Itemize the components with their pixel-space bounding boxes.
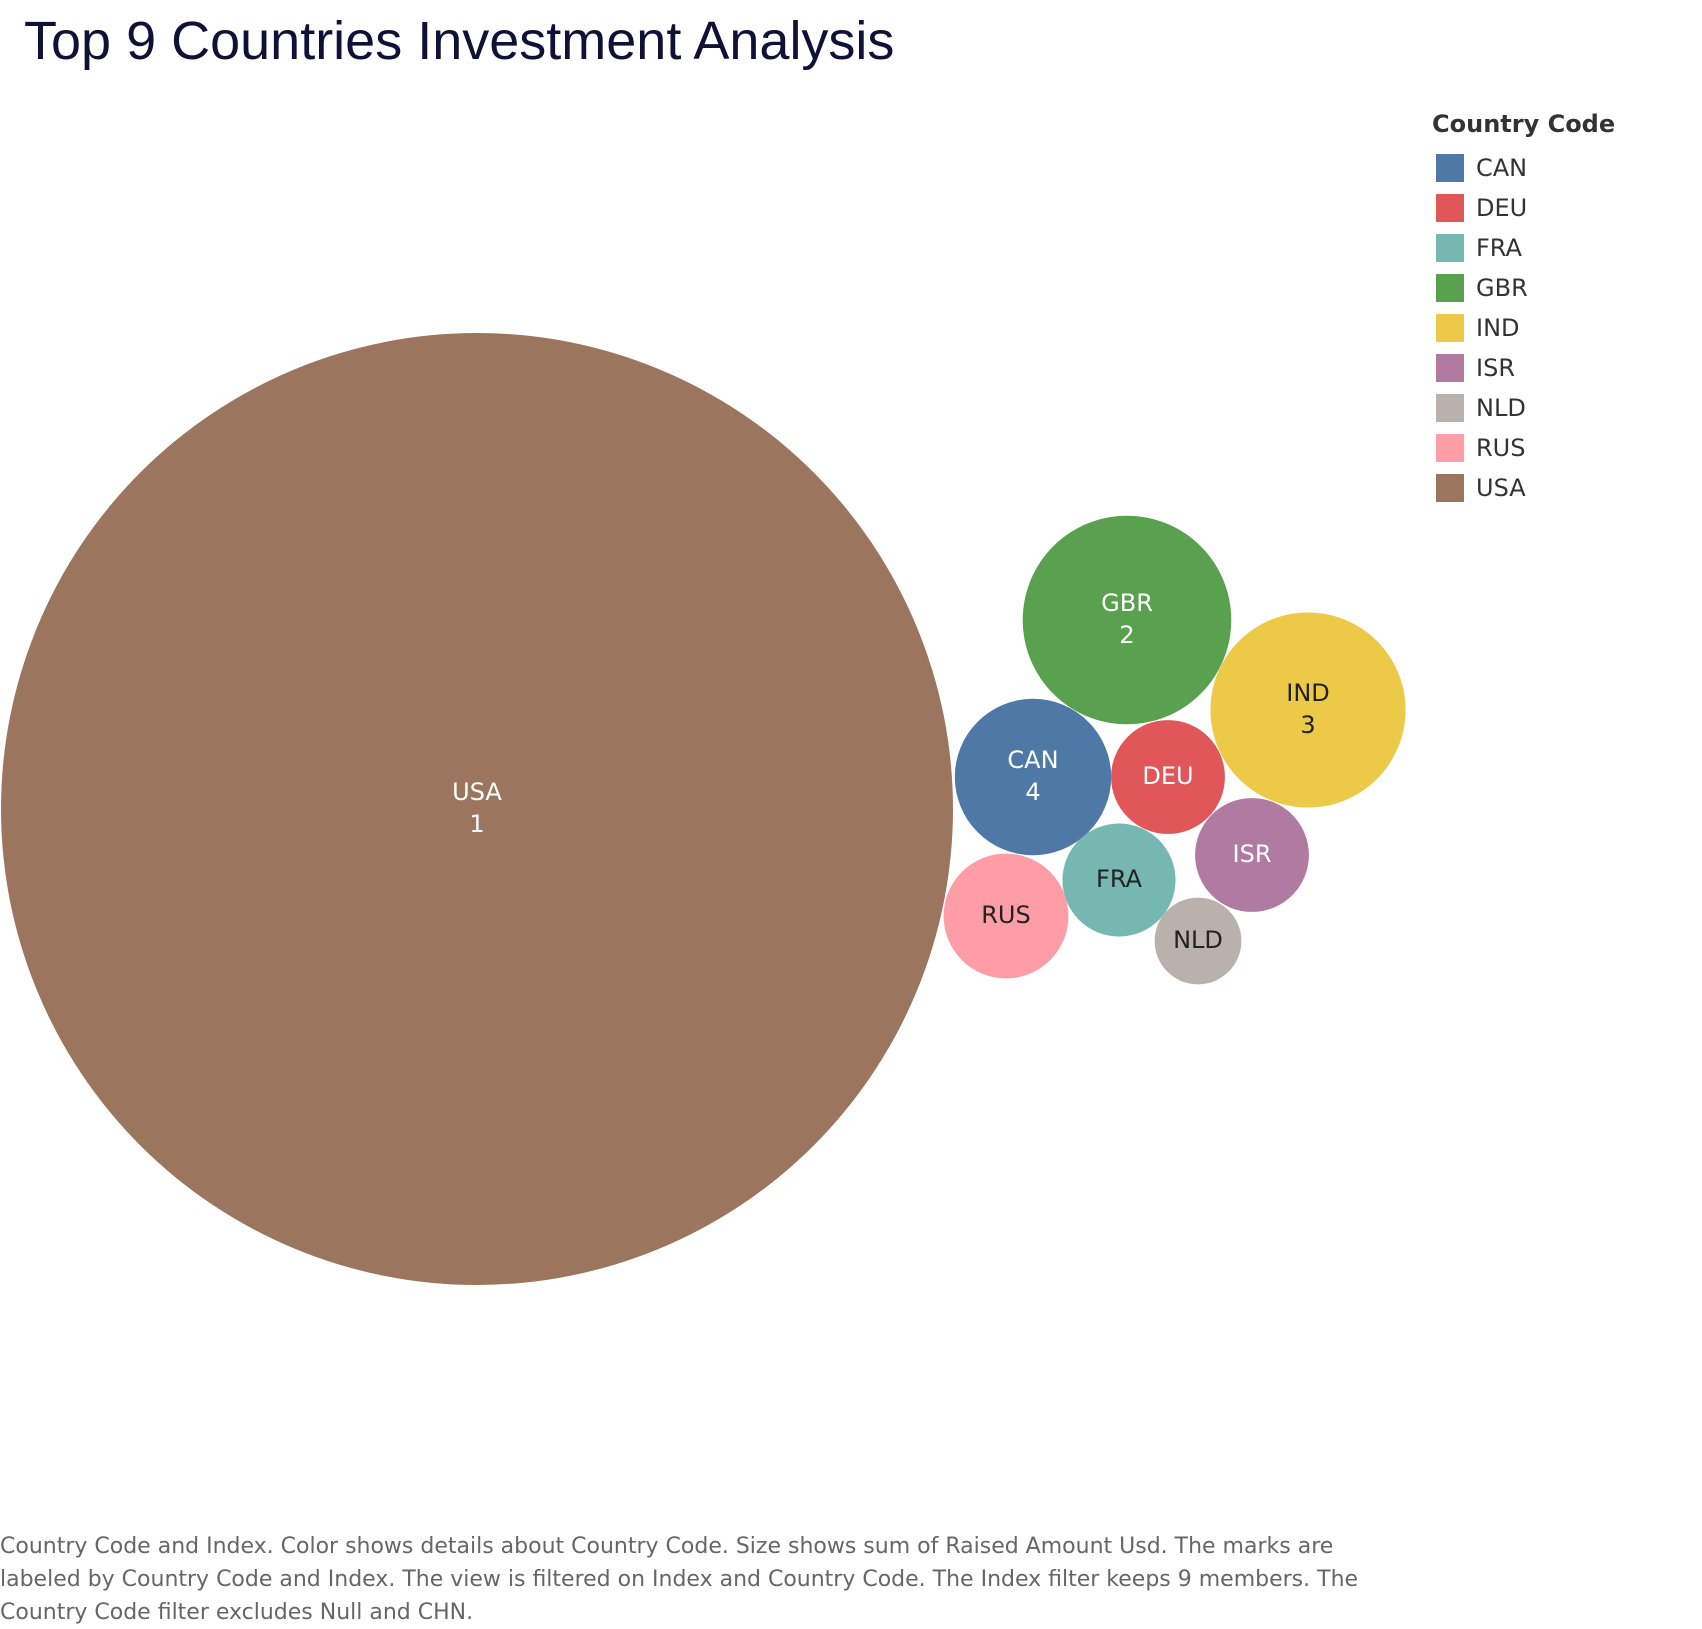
bubble-circle bbox=[1022, 515, 1232, 725]
bubble-label-country: FRA bbox=[1096, 865, 1143, 893]
bubble-isr[interactable]: ISR bbox=[1195, 798, 1309, 912]
bubble-circle bbox=[1210, 612, 1406, 808]
legend-item-isr[interactable]: ISR bbox=[1432, 348, 1672, 388]
bubble-rus[interactable]: RUS bbox=[943, 853, 1069, 979]
bubble-label-index: 1 bbox=[469, 810, 484, 838]
bubble-circle bbox=[1195, 798, 1309, 912]
legend-label: NLD bbox=[1476, 394, 1526, 422]
bubble-nld[interactable]: NLD bbox=[1154, 897, 1242, 985]
legend-item-usa[interactable]: USA bbox=[1432, 468, 1672, 508]
legend-item-rus[interactable]: RUS bbox=[1432, 428, 1672, 468]
bubble-label-country: RUS bbox=[981, 901, 1030, 929]
legend-label: GBR bbox=[1476, 274, 1528, 302]
chart-title: Top 9 Countries Investment Analysis bbox=[24, 11, 895, 71]
bubble-label-index: 3 bbox=[1300, 711, 1315, 739]
legend: Country Code CAN DEU FRA GBR IND ISR NLD RUS USA bbox=[1432, 110, 1672, 508]
legend-swatch bbox=[1436, 474, 1464, 502]
bubble-circle bbox=[1154, 897, 1242, 985]
legend-swatch bbox=[1436, 314, 1464, 342]
legend-swatch bbox=[1436, 394, 1464, 422]
legend-item-fra[interactable]: FRA bbox=[1432, 228, 1672, 268]
bubble-gbr[interactable]: GBR 2 bbox=[1022, 515, 1232, 725]
legend-label: IND bbox=[1476, 314, 1520, 342]
bubble-circle bbox=[1111, 720, 1225, 834]
bubble-label-index: 4 bbox=[1025, 778, 1040, 806]
bubble-deu[interactable]: DEU bbox=[1111, 720, 1225, 834]
legend-swatch bbox=[1436, 194, 1464, 222]
bubble-ind[interactable]: IND 3 bbox=[1210, 612, 1406, 808]
legend-label: USA bbox=[1476, 474, 1526, 502]
bubble-label-index: 2 bbox=[1119, 621, 1134, 649]
bubble-circle bbox=[954, 698, 1112, 856]
legend-swatch bbox=[1436, 154, 1464, 182]
legend-swatch bbox=[1436, 434, 1464, 462]
bubble-label-country: CAN bbox=[1007, 746, 1058, 774]
legend-swatch bbox=[1436, 274, 1464, 302]
bubble-label-country: USA bbox=[452, 778, 502, 806]
legend-label: DEU bbox=[1476, 194, 1528, 222]
legend-item-gbr[interactable]: GBR bbox=[1432, 268, 1672, 308]
chart-caption: Country Code and Index. Color shows deta… bbox=[0, 1534, 1359, 1625]
bubble-fra[interactable]: FRA bbox=[1062, 823, 1176, 937]
legend-item-can[interactable]: CAN bbox=[1432, 148, 1672, 188]
bubble-label-country: ISR bbox=[1233, 840, 1272, 868]
legend-items: CAN DEU FRA GBR IND ISR NLD RUS USA bbox=[1432, 148, 1672, 508]
bubble-label-country: DEU bbox=[1142, 762, 1193, 790]
bubble-circle bbox=[943, 853, 1069, 979]
legend-label: CAN bbox=[1476, 154, 1528, 182]
bubble-label-country: GBR bbox=[1101, 589, 1153, 617]
legend-label: FRA bbox=[1476, 234, 1522, 262]
legend-item-ind[interactable]: IND bbox=[1432, 308, 1672, 348]
legend-item-nld[interactable]: NLD bbox=[1432, 388, 1672, 428]
bubble-label-country: NLD bbox=[1173, 926, 1223, 954]
bubble-label-country: IND bbox=[1286, 679, 1330, 707]
legend-item-deu[interactable]: DEU bbox=[1432, 188, 1672, 228]
legend-label: RUS bbox=[1476, 434, 1526, 462]
bubble-usa[interactable]: USA 1 bbox=[1, 333, 953, 1285]
legend-title: Country Code bbox=[1432, 110, 1616, 138]
legend-swatch bbox=[1436, 354, 1464, 382]
bubble-circle bbox=[1, 333, 953, 1285]
bubble-circle bbox=[1062, 823, 1176, 937]
bubble-can[interactable]: CAN 4 bbox=[954, 698, 1112, 856]
legend-swatch bbox=[1436, 234, 1464, 262]
legend-label: ISR bbox=[1476, 354, 1515, 382]
